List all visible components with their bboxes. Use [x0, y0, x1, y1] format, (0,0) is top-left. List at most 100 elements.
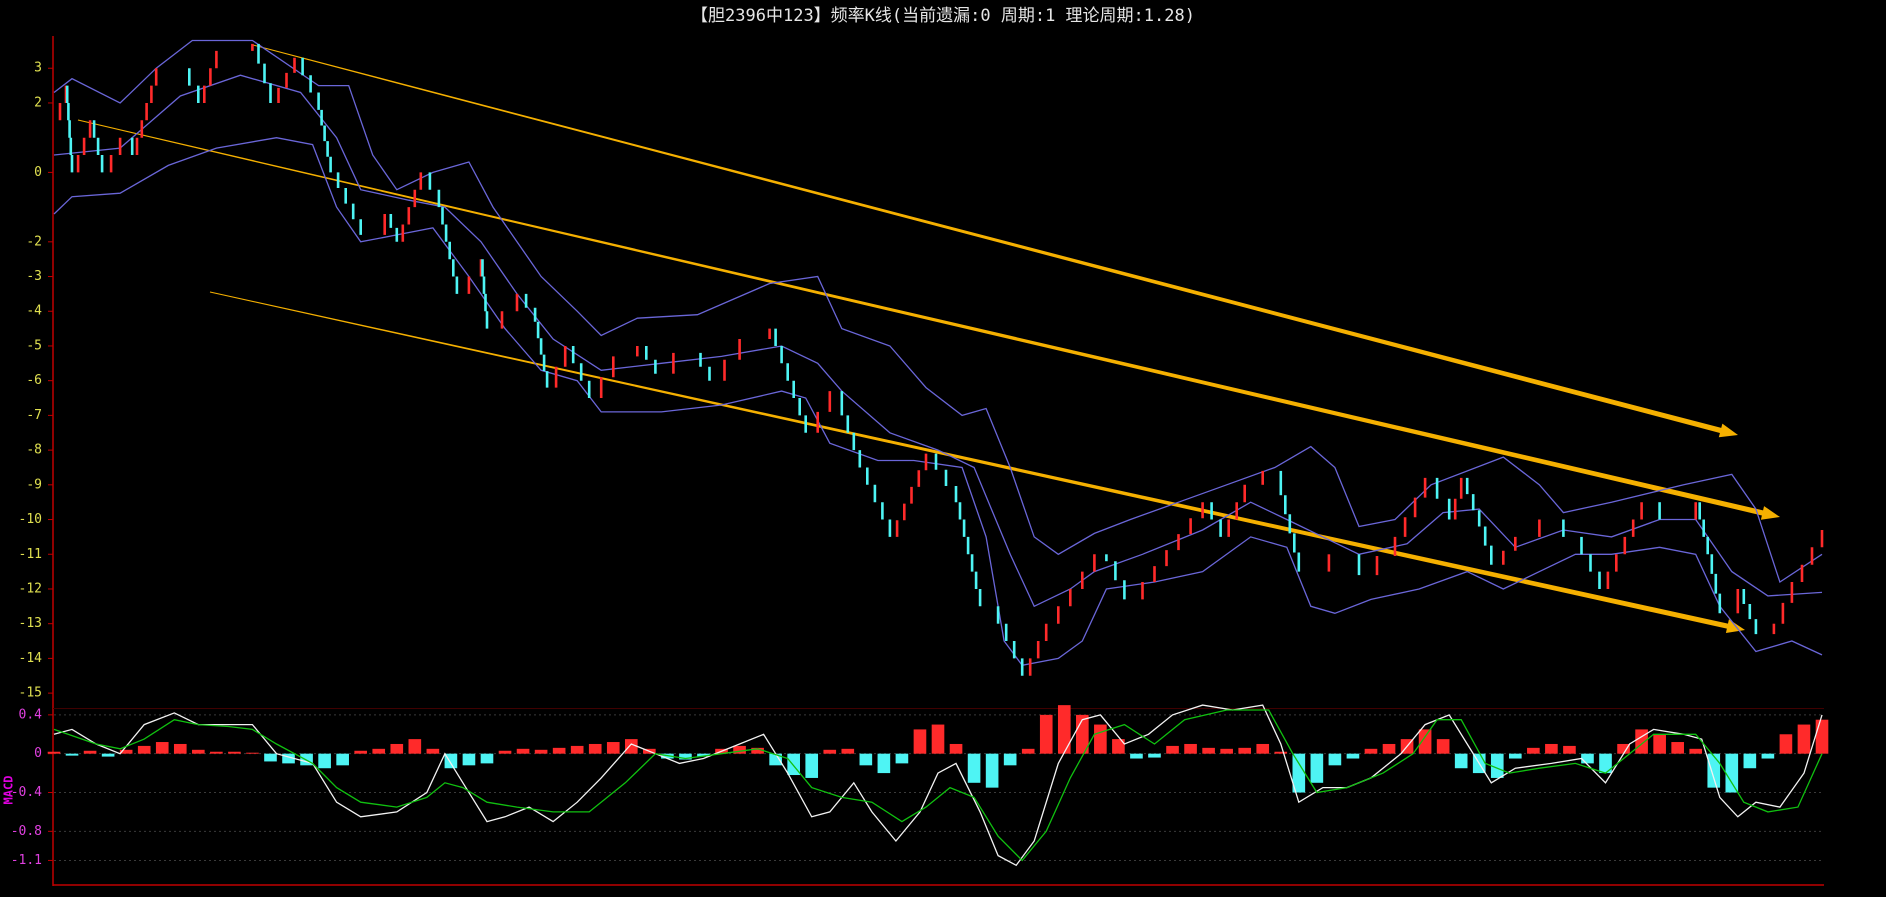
- renko-bricks: [1453, 477, 1463, 520]
- y-tick-label: -6: [26, 373, 42, 388]
- renko-bricks: [1403, 477, 1427, 537]
- y-tick-label: -5: [26, 338, 42, 353]
- histogram-bar: [1346, 753, 1360, 759]
- histogram-bar: [841, 748, 855, 754]
- renko-bricks: [1279, 470, 1283, 496]
- renko-bricks: [571, 346, 591, 398]
- histogram-bar: [895, 753, 909, 764]
- renko-bricks: [1742, 589, 1758, 635]
- renko-bricks: [792, 380, 807, 433]
- renko-bricks: [846, 415, 862, 468]
- histogram-bar: [1454, 753, 1468, 769]
- y-tick-label: -15: [19, 686, 42, 701]
- renko-bricks: [536, 321, 549, 388]
- histogram-bar: [1707, 753, 1721, 788]
- y-tick-label: -2: [26, 234, 42, 249]
- renko-bricks: [1435, 477, 1451, 520]
- renko-bricks: [768, 328, 771, 339]
- histogram-bar: [1581, 753, 1594, 764]
- renko-bricks: [1227, 484, 1246, 537]
- chart-title: 【胆2396中123】频率K线(当前遗漏:0 周期:1 理论周期:1.28): [691, 6, 1195, 26]
- y-tick-label: 0.4: [19, 707, 43, 722]
- histogram-bar: [1021, 748, 1035, 754]
- renko-bricks: [1589, 554, 1601, 589]
- renko-bricks: [699, 352, 711, 381]
- histogram-bar: [1003, 753, 1017, 766]
- histogram-bar: [1671, 742, 1684, 754]
- renko-bricks: [1800, 530, 1824, 582]
- renko-bricks: [1057, 554, 1096, 624]
- renko-bricks: [934, 453, 958, 503]
- renko-bricks: [203, 50, 218, 103]
- histogram-bar: [1328, 753, 1342, 766]
- histogram-bar: [1490, 753, 1504, 778]
- renko-bricks: [1562, 519, 1565, 537]
- histogram-bar: [1635, 729, 1648, 754]
- histogram-bar: [1039, 714, 1053, 754]
- histogram-bar: [679, 753, 692, 760]
- y-tick-label: -1.1: [11, 853, 42, 868]
- renko-bricks: [1710, 554, 1722, 614]
- renko-bricks: [866, 467, 892, 537]
- renko-bricks: [723, 339, 741, 381]
- histogram-bar: [228, 751, 241, 754]
- renko-bricks: [524, 293, 537, 322]
- histogram-bar: [390, 743, 404, 754]
- histogram-bar: [1112, 739, 1125, 754]
- histogram-bar: [1418, 729, 1432, 754]
- histogram-bar: [877, 753, 891, 774]
- renko-bricks: [1736, 589, 1740, 614]
- histogram-bar: [119, 749, 133, 754]
- renko-bricks: [1357, 554, 1361, 576]
- histogram-bar: [1761, 753, 1775, 759]
- renko-bricks: [481, 259, 489, 329]
- renko-bricks: [1004, 623, 1024, 676]
- renko-bricks: [1606, 502, 1643, 589]
- renko-bricks: [58, 85, 68, 121]
- renko-bricks: [672, 352, 675, 374]
- line: [53, 137, 1823, 667]
- y-tick-label: -11: [19, 547, 42, 562]
- histogram-bar: [354, 750, 368, 754]
- histogram-bar: [1130, 753, 1143, 759]
- renko-bricks: [251, 43, 254, 51]
- renko-bricks: [1261, 470, 1264, 485]
- renko-bricks: [1658, 502, 1661, 520]
- y-tick-label: 3: [34, 61, 42, 76]
- histogram-bar: [1527, 747, 1540, 754]
- histogram-bar: [606, 742, 620, 754]
- renko-bricks: [467, 259, 483, 294]
- trend-arrow: [209, 291, 1746, 633]
- y-tick-label: -13: [19, 616, 42, 631]
- histogram-bar: [1382, 743, 1396, 754]
- y-tick-label: -14: [19, 651, 43, 666]
- renko-bricks: [996, 606, 1000, 624]
- histogram-bar: [570, 745, 584, 754]
- renko-bricks: [92, 120, 104, 173]
- histogram-bar: [1653, 734, 1666, 754]
- histogram-bar: [697, 753, 710, 757]
- histogram-bar: [210, 751, 223, 754]
- histogram-bar: [534, 749, 548, 754]
- histogram-bar: [1310, 753, 1324, 783]
- histogram-bar: [1563, 745, 1576, 754]
- histogram-bar: [1364, 748, 1378, 754]
- histogram-bar: [336, 753, 349, 766]
- histogram-bar: [426, 748, 440, 754]
- histogram-bar: [805, 753, 819, 778]
- histogram-bar: [155, 742, 169, 754]
- renko-bricks: [130, 137, 134, 155]
- histogram-bar: [733, 745, 746, 754]
- renko-bricks: [389, 214, 399, 242]
- histogram-bar: [967, 753, 981, 783]
- renko-bricks: [135, 68, 158, 155]
- histogram-bar: [246, 752, 259, 754]
- y-tick-label: -7: [26, 408, 42, 423]
- histogram-bar: [1148, 753, 1161, 758]
- histogram-bar: [913, 729, 927, 754]
- histogram-bar: [137, 745, 151, 754]
- histogram-bar: [588, 743, 602, 754]
- renko-bricks: [895, 453, 928, 537]
- histogram-bar: [462, 753, 476, 766]
